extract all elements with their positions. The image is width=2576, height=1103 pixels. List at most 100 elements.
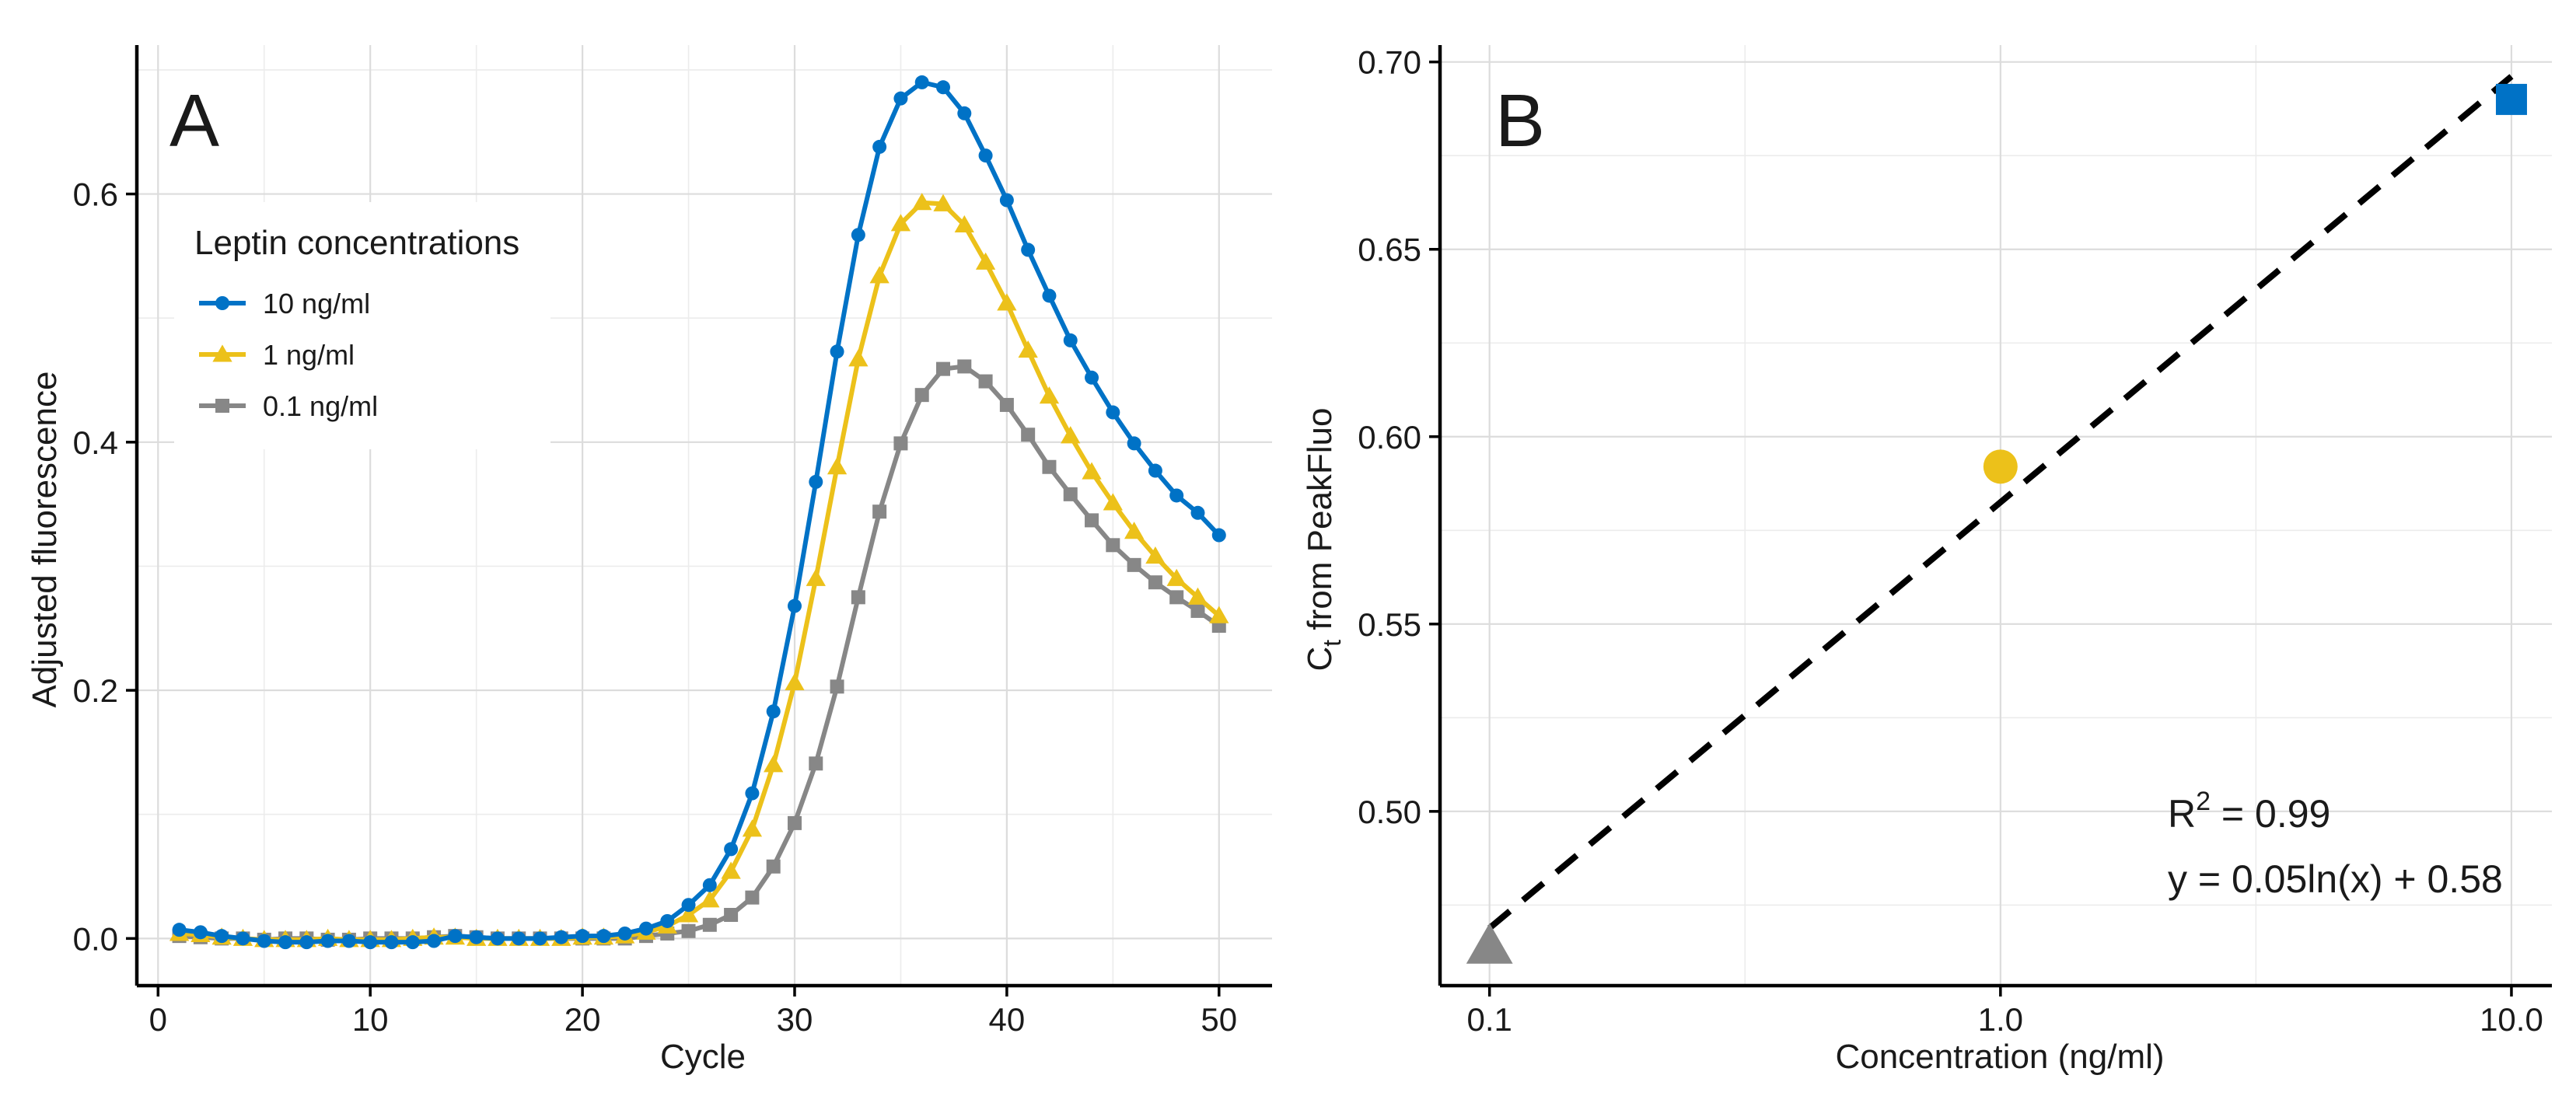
data-point xyxy=(999,193,1014,208)
data-point xyxy=(978,148,993,163)
data-point xyxy=(869,266,890,284)
data-point xyxy=(724,908,739,923)
legend-label: 0.1 ng/ml xyxy=(263,390,378,422)
y-title-rest: from PeakFluo xyxy=(1301,407,1339,639)
data-point xyxy=(766,704,781,719)
data-point xyxy=(1209,606,1229,623)
data-point xyxy=(914,388,929,403)
data-point xyxy=(1061,426,1081,444)
data-point xyxy=(193,925,208,940)
data-point xyxy=(975,252,996,270)
data-point xyxy=(278,935,293,950)
point-square xyxy=(2495,83,2527,115)
data-point xyxy=(848,349,869,367)
data-point xyxy=(1127,436,1141,451)
legend-label: 10 ng/ml xyxy=(263,288,370,319)
data-point xyxy=(1190,505,1205,520)
data-point xyxy=(1211,528,1226,543)
data-point xyxy=(936,361,951,376)
data-point xyxy=(427,934,442,948)
data-point xyxy=(1021,243,1036,257)
data-point xyxy=(1187,587,1208,605)
data-point xyxy=(1190,603,1205,618)
data-point xyxy=(1103,493,1123,511)
data-point xyxy=(1042,288,1057,303)
x-tick-label: 1.0 xyxy=(1978,1001,2023,1038)
data-point xyxy=(809,474,823,489)
data-point xyxy=(702,878,717,892)
data-point xyxy=(890,214,911,232)
data-point xyxy=(512,931,526,946)
data-point xyxy=(681,898,696,913)
x-tick-label: 50 xyxy=(1201,1001,1237,1038)
data-point xyxy=(172,923,187,937)
data-point xyxy=(999,397,1014,412)
data-point xyxy=(766,859,781,874)
data-point xyxy=(236,931,250,946)
y-title-main: C xyxy=(1301,647,1339,672)
y-tick-label: 0.70 xyxy=(1358,44,1421,81)
data-point xyxy=(660,913,675,928)
data-point xyxy=(448,929,463,944)
y-title-subscript: t xyxy=(1318,640,1346,647)
data-point xyxy=(851,590,865,605)
series-line xyxy=(179,364,1221,942)
data-point xyxy=(830,679,844,694)
data-point xyxy=(809,756,823,771)
data-point xyxy=(702,917,717,932)
data-point xyxy=(363,935,378,950)
x-tick-label: 40 xyxy=(989,1001,1026,1038)
data-point xyxy=(936,80,951,95)
data-point xyxy=(1145,546,1166,564)
data-point xyxy=(299,935,314,950)
data-point xyxy=(554,930,568,944)
data-point xyxy=(1169,590,1184,605)
data-point xyxy=(830,344,844,359)
data-point xyxy=(1106,405,1120,420)
data-point xyxy=(978,374,993,389)
panel-a-gridlines xyxy=(137,45,1272,986)
data-point xyxy=(785,672,805,690)
data-point xyxy=(957,359,972,374)
y-tick-label: 0.0 xyxy=(73,920,118,957)
data-point xyxy=(320,934,335,948)
legend-label: 1 ng/ml xyxy=(263,339,355,371)
data-point xyxy=(872,139,887,154)
data-point xyxy=(1082,462,1102,480)
data-point xyxy=(1166,568,1187,586)
x-tick-label: 20 xyxy=(564,1001,601,1038)
r2-prefix: R xyxy=(2168,792,2196,836)
x-tick-label: 30 xyxy=(777,1001,813,1038)
data-point xyxy=(721,861,741,879)
data-point xyxy=(405,935,420,950)
data-point xyxy=(1124,522,1145,539)
data-point xyxy=(1148,463,1162,478)
y-tick-label: 0.2 xyxy=(73,672,118,709)
panel-a-legend: Leptin concentrations 10 ng/ml 1 ng/ml 0.1… xyxy=(174,202,551,449)
data-point xyxy=(787,815,802,830)
y-tick-label: 0.55 xyxy=(1358,606,1421,643)
data-point xyxy=(954,215,974,232)
data-point xyxy=(745,786,760,801)
point-triangle xyxy=(1466,923,1513,964)
r-squared-annotation: R2 = 0.99 xyxy=(2168,787,2330,836)
x-tick-label: 10.0 xyxy=(2480,1001,2543,1038)
data-point xyxy=(724,842,739,857)
panel-b-y-axis-title: Ct from PeakFluo xyxy=(1301,407,1346,671)
data-point xyxy=(1018,340,1038,358)
legend-items: 10 ng/ml 1 ng/ml 0.1 ng/ml xyxy=(199,288,378,422)
data-point xyxy=(745,890,760,905)
data-point xyxy=(764,755,784,773)
data-point xyxy=(700,890,720,908)
data-point xyxy=(787,599,802,613)
y-tick-label: 0.6 xyxy=(73,176,118,213)
data-point xyxy=(533,931,547,946)
data-point xyxy=(1106,538,1120,553)
legend-item: 10 ng/ml xyxy=(199,288,370,319)
data-point xyxy=(681,923,696,938)
x-tick-label: 0 xyxy=(149,1001,167,1038)
data-point xyxy=(678,905,699,923)
data-point xyxy=(806,568,826,586)
legend-title: Leptin concentrations xyxy=(194,224,519,262)
panel-a-y-axis-title: Adjusted fluorescence xyxy=(26,372,64,708)
